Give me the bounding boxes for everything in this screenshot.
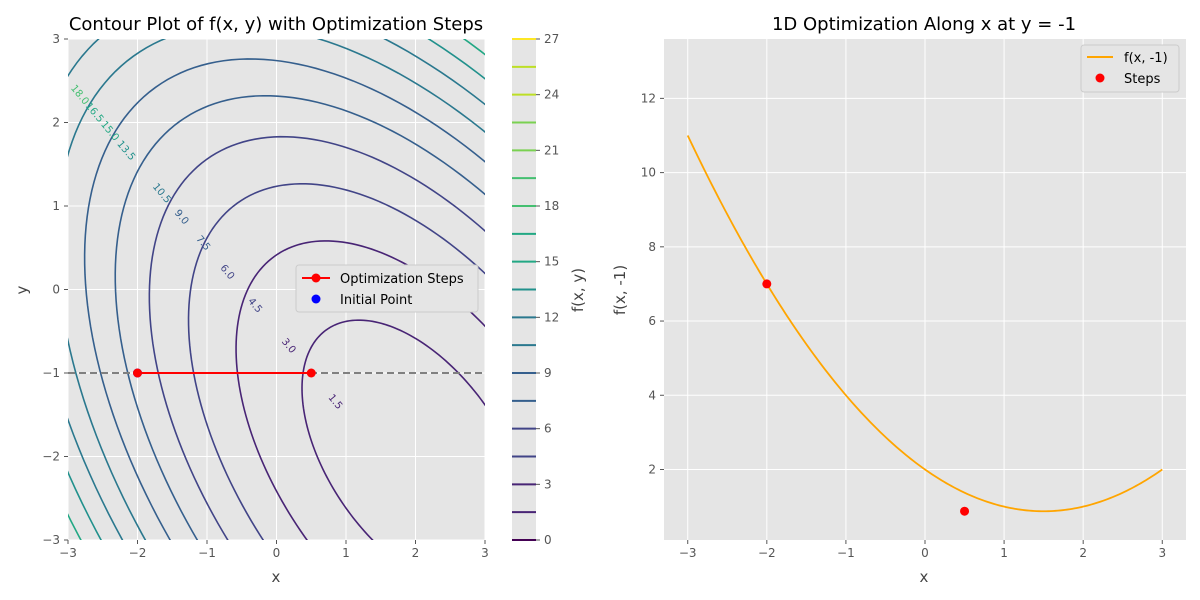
line-legend: f(x, -1) Steps <box>1080 44 1180 93</box>
colorbar-ticks: 0 3 6 9 12 15 18 21 24 27 <box>536 32 559 547</box>
line-x-tick-label: 2 <box>1079 546 1087 560</box>
line-x-tick-label: 0 <box>921 546 929 560</box>
legend-steps-label: Steps <box>1124 72 1161 87</box>
contour-y-tick-label: −1 <box>42 366 60 380</box>
contour-legend-box <box>295 264 479 313</box>
contour-x-tick-label: −2 <box>129 546 147 560</box>
contour-x-axis-label: x <box>272 568 281 586</box>
line-y-axis-label: f(x, -1) <box>611 265 629 315</box>
colorbar-tick-label: 3 <box>544 477 552 491</box>
contour-y-tick-label: −3 <box>42 533 60 547</box>
line-y-tick-label: 6 <box>648 314 656 328</box>
colorbar-tick-label: 12 <box>544 310 559 324</box>
contour-y-tick-label: −2 <box>42 450 60 464</box>
colorbar-tick-label: 24 <box>544 88 559 102</box>
contour-x-tick-label: −1 <box>198 546 216 560</box>
contour-level-line <box>114 94 485 540</box>
colorbar-tick-label: 15 <box>544 255 559 269</box>
colorbar-tick-label: 27 <box>544 32 559 46</box>
optimization-step-marker <box>133 368 142 378</box>
contour-chart: Contour Plot of f(x, y) with Optimizatio… <box>13 14 489 586</box>
contour-y-ticks: −3 −2 −1 0 1 2 3 <box>42 32 68 547</box>
contour-level-line <box>301 319 485 540</box>
contour-y-tick-label: 2 <box>52 116 60 130</box>
contour-y-tick-label: 1 <box>52 199 60 213</box>
colorbar-tick-label: 21 <box>544 143 559 157</box>
legend-initial-point-swatch <box>311 294 321 304</box>
colorbar-tick-label: 0 <box>544 533 552 547</box>
contour-level-line <box>83 58 485 540</box>
optimization-step-marker <box>306 368 316 378</box>
line-y-tick-label: 4 <box>648 388 656 402</box>
legend-f-label: f(x, -1) <box>1124 51 1168 66</box>
optimization-steps-markers <box>133 368 316 378</box>
line-gridlines <box>664 39 1186 540</box>
line-y-tick-label: 12 <box>641 91 656 105</box>
line-y-ticks: 2 4 6 8 10 12 <box>641 91 664 476</box>
line-x-tick-label: 1 <box>1000 546 1008 560</box>
legend-steps-swatch <box>1095 73 1105 83</box>
line-chart: 1D Optimization Along x at y = -1 −3 −2 −1… <box>611 14 1186 586</box>
line-x-tick-label: −1 <box>837 546 855 560</box>
step-point <box>762 279 772 289</box>
line-x-ticks: −3 −2 −1 0 1 2 3 <box>679 540 1166 560</box>
line-x-tick-label: 3 <box>1158 546 1166 560</box>
contour-level-line <box>235 240 485 540</box>
contour-lines <box>68 39 485 540</box>
contour-x-tick-label: 0 <box>273 546 281 560</box>
steps-points <box>762 279 970 516</box>
contour-legend: Optimization Steps Initial Point <box>295 264 479 313</box>
contour-x-tick-label: −3 <box>59 546 77 560</box>
line-x-tick-label: −2 <box>758 546 776 560</box>
contour-chart-title: Contour Plot of f(x, y) with Optimizatio… <box>69 14 483 35</box>
line-chart-title: 1D Optimization Along x at y = -1 <box>772 14 1076 35</box>
colorbar-label: f(x, y) <box>569 268 587 312</box>
line-y-tick-label: 2 <box>648 462 656 476</box>
legend-optimization-steps-label: Optimization Steps <box>340 272 464 287</box>
line-y-tick-label: 8 <box>648 240 656 254</box>
contour-x-tick-label: 1 <box>342 546 350 560</box>
colorbar: 0 3 6 9 12 15 18 21 24 27 f(x, y) <box>512 32 587 547</box>
contour-x-tick-label: 3 <box>481 546 489 560</box>
contour-y-tick-label: 0 <box>52 283 60 297</box>
contour-level-line <box>187 182 485 540</box>
line-x-tick-label: −3 <box>679 546 697 560</box>
colorbar-tick-label: 9 <box>544 366 552 380</box>
contour-y-tick-label: 3 <box>52 32 60 46</box>
line-x-axis-label: x <box>920 568 929 586</box>
contour-x-ticks: −3 −2 −1 0 1 2 3 <box>59 540 489 560</box>
colorbar-tick-label: 6 <box>544 422 552 436</box>
contour-level-line <box>148 135 485 540</box>
contour-x-tick-label: 2 <box>412 546 420 560</box>
contour-y-axis-label: y <box>13 285 31 294</box>
step-point <box>960 506 970 516</box>
line-y-tick-label: 10 <box>641 166 656 180</box>
legend-steps-marker-swatch <box>311 273 321 283</box>
colorbar-level-lines <box>512 38 536 541</box>
colorbar-tick-label: 18 <box>544 199 559 213</box>
legend-initial-point-label: Initial Point <box>340 293 412 308</box>
